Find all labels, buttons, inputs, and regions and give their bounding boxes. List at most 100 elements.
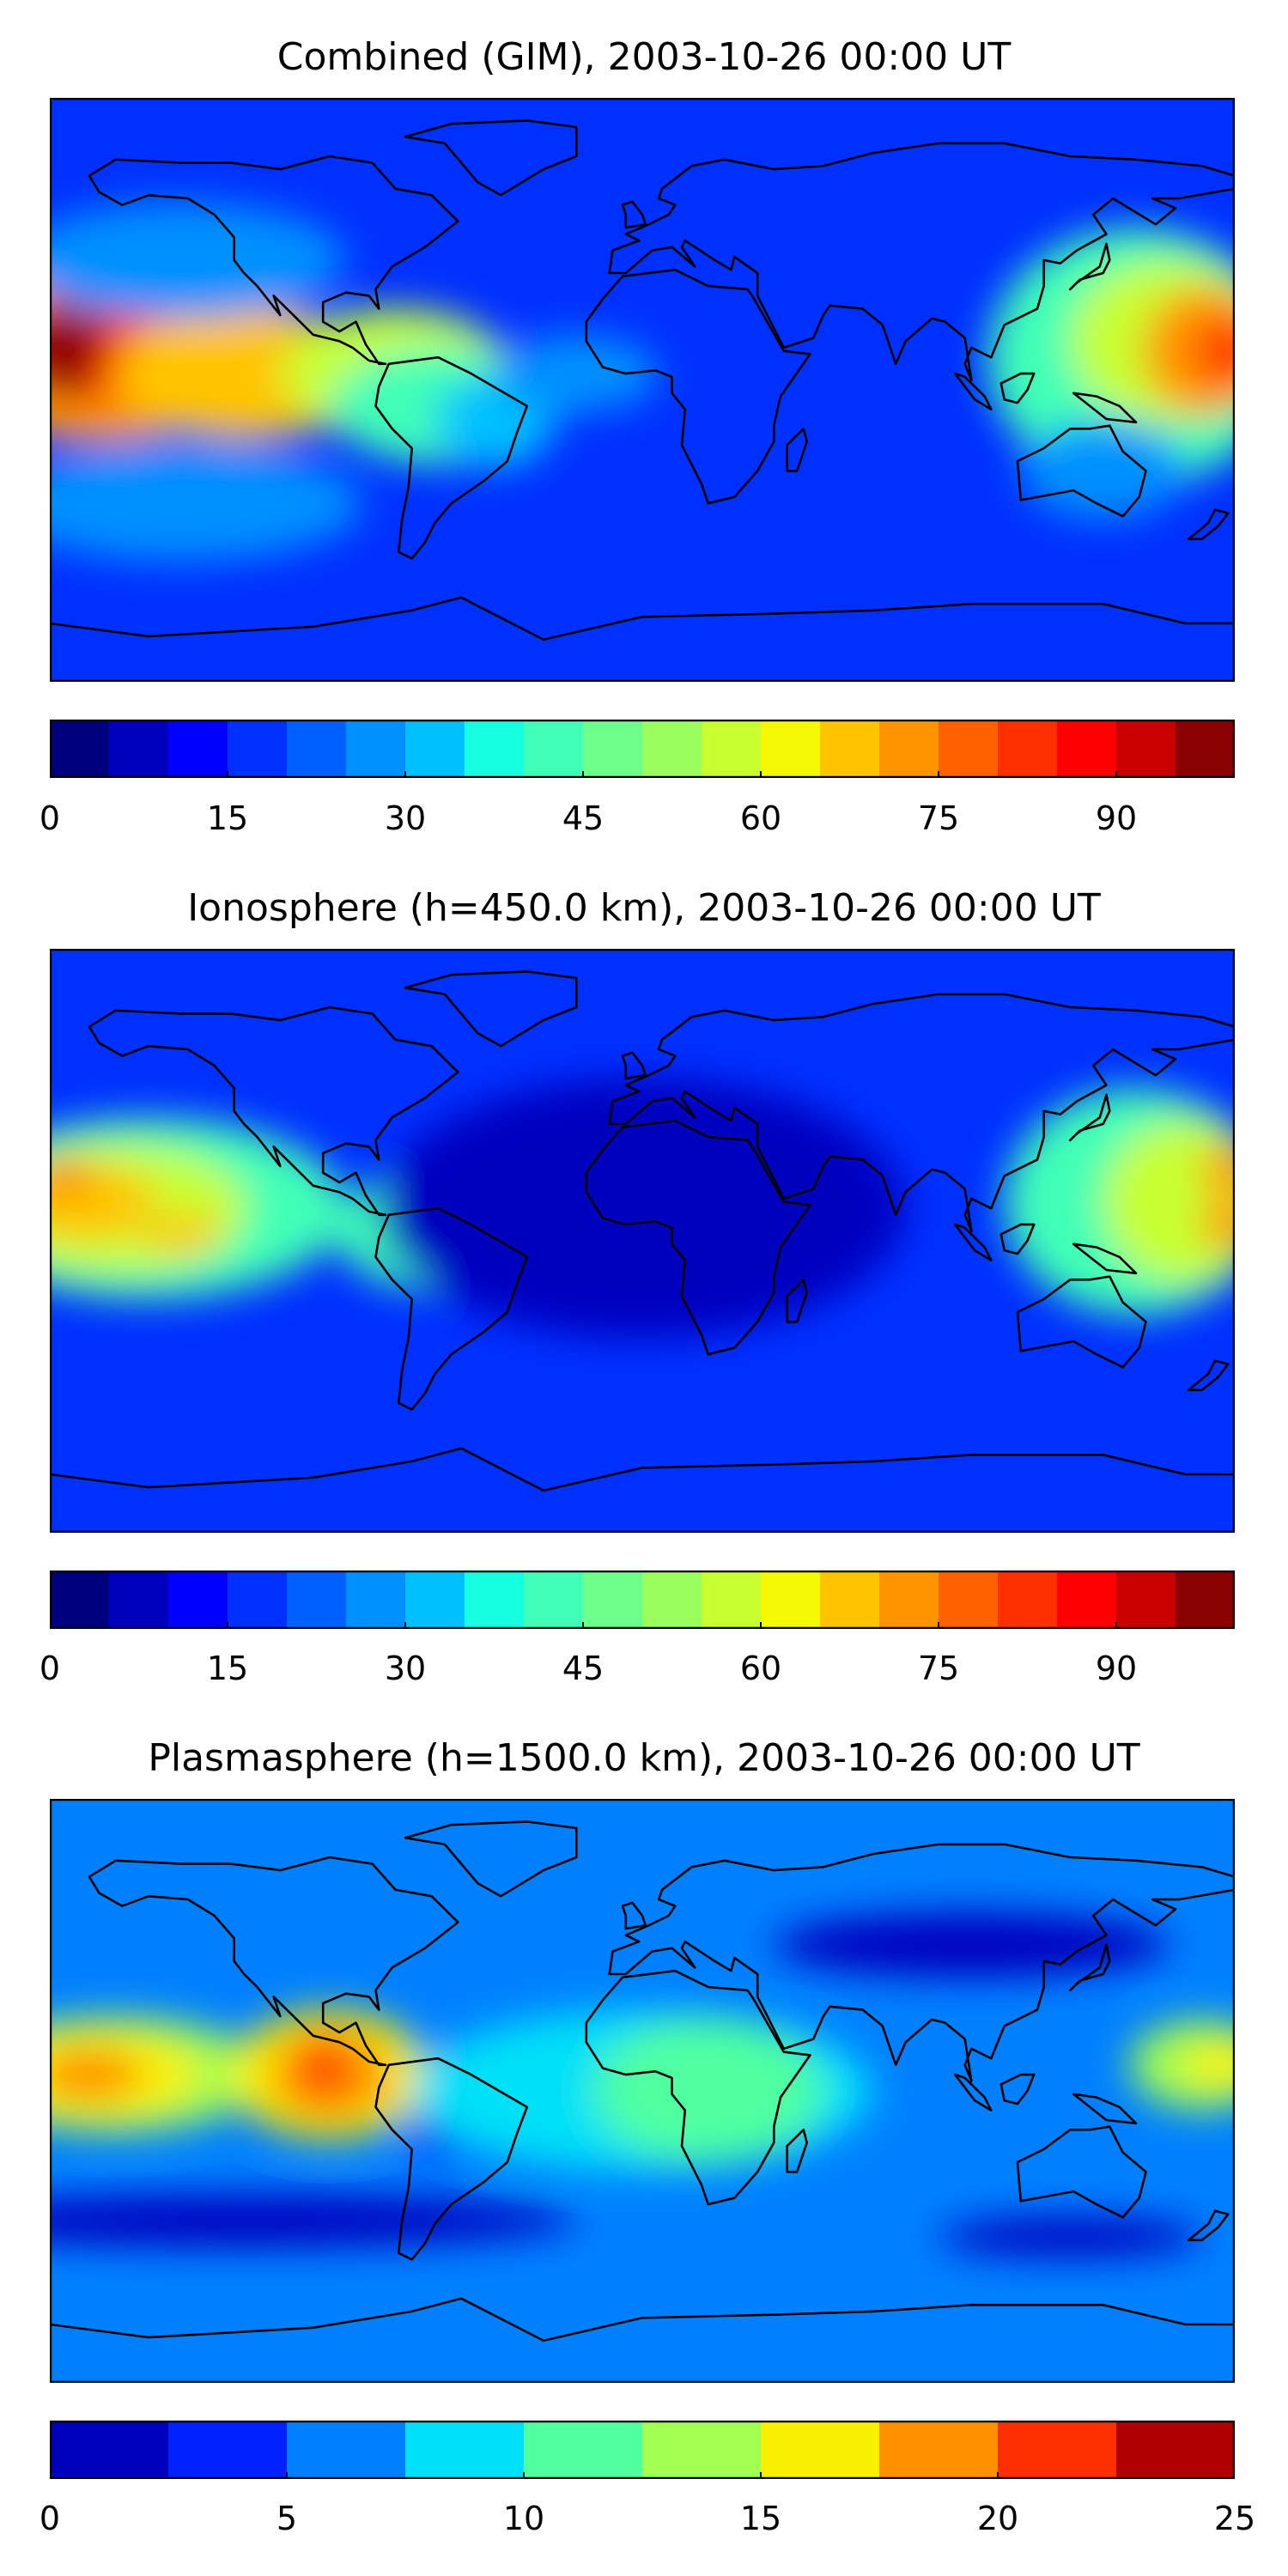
colorbar-segment xyxy=(465,1571,525,1629)
colorbar-segment xyxy=(405,1571,465,1629)
tec-region xyxy=(774,1912,1170,1978)
tec-map xyxy=(50,98,1235,682)
colorbar-segment xyxy=(228,720,288,778)
colorbar-tick-label: 75 xyxy=(917,1649,960,1687)
colorbar-tick-label: 30 xyxy=(384,1649,427,1687)
colorbar-tick-label: 15 xyxy=(206,1649,249,1687)
coastline-greenland xyxy=(404,970,578,1048)
map-title: Plasmasphere (h=1500.0 km), 2003-10-26 0… xyxy=(148,1736,1140,1780)
colorbar-segment xyxy=(939,720,999,778)
colorbar-segment xyxy=(761,1571,821,1629)
colorbar-frame xyxy=(49,1570,1236,1630)
tec-region xyxy=(50,445,363,562)
colorbar-segment xyxy=(761,2421,880,2479)
coastline-africa xyxy=(585,1119,811,1356)
coastline-new-zealand xyxy=(1188,1359,1230,1392)
coastline-eurasia xyxy=(608,142,1235,381)
colorbar-segment xyxy=(524,2421,643,2479)
colorbar-segment xyxy=(1057,720,1117,778)
tec-region xyxy=(50,201,346,319)
colorbar-segment xyxy=(702,1571,762,1629)
colorbar-tick-label: 10 xyxy=(502,2500,545,2537)
colorbar-segment xyxy=(879,2421,999,2479)
coastline-antarctica xyxy=(50,596,1235,641)
tec-region xyxy=(142,1214,222,1255)
coastline-britain xyxy=(621,1901,647,1930)
tec-region xyxy=(50,2048,143,2101)
colorbar-segment xyxy=(168,720,228,778)
coastline-borneo xyxy=(999,372,1036,404)
colorbar-segment xyxy=(1116,720,1176,778)
colorbar-segment xyxy=(820,720,880,778)
colorbar-ticks: 0 15 30 45 60 75 90 xyxy=(39,799,1235,841)
coastline-madagascar xyxy=(786,428,808,472)
colorbar-tick-label: 15 xyxy=(206,799,249,837)
colorbar-tick-label: 0 xyxy=(39,799,61,837)
colorbar-segment xyxy=(168,1571,228,1629)
colorbar-frame xyxy=(49,719,1236,779)
colorbar-segment xyxy=(998,720,1058,778)
colorbar-ticks: 0 15 30 45 60 75 90 xyxy=(39,1649,1235,1692)
coastline-greenland xyxy=(404,1820,578,1898)
coastline-eurasia xyxy=(608,1843,1235,2082)
tec-region xyxy=(50,2194,577,2247)
tec-region xyxy=(303,2032,343,2098)
colorbar-segment xyxy=(1176,1571,1236,1629)
colorbar-segment xyxy=(642,2421,762,2479)
coastline-britain xyxy=(621,1051,647,1080)
colorbar-tick-label: 75 xyxy=(917,799,960,837)
coastline-madagascar xyxy=(786,1279,808,1323)
tec-region xyxy=(1020,422,1186,520)
colorbar-segment xyxy=(998,2421,1117,2479)
colorbar-segment xyxy=(287,720,347,778)
coastline-africa xyxy=(585,268,811,505)
colorbar-segment xyxy=(583,1571,643,1629)
tec-region xyxy=(50,350,96,397)
colorbar-segment xyxy=(465,720,525,778)
coastline-new-guinea xyxy=(1072,1242,1138,1275)
coastline-japan xyxy=(1069,1943,1111,1992)
tec-region xyxy=(1201,1198,1235,1251)
coastline-australia xyxy=(1016,2125,1147,2219)
colorbar xyxy=(49,719,1236,779)
colorbar-segment xyxy=(879,1571,939,1629)
colorbar-tick-label: 30 xyxy=(384,799,427,837)
coastline-south-america xyxy=(374,355,529,560)
map-title: Ionosphere (h=450.0 km), 2003-10-26 00:0… xyxy=(187,886,1101,930)
colorbar-tick-label: 45 xyxy=(562,799,605,837)
coastline-new-guinea xyxy=(1072,392,1138,424)
colorbar-segment xyxy=(1116,1571,1176,1629)
colorbar-tick-label: 5 xyxy=(276,2500,298,2537)
colorbar-segment xyxy=(524,720,584,778)
colorbar-segment xyxy=(998,1571,1058,1629)
map-frame xyxy=(50,949,1235,1533)
tec-region xyxy=(592,2019,823,2163)
colorbar-frame xyxy=(49,2420,1236,2480)
colorbar-segment xyxy=(168,2421,288,2479)
coastline-japan xyxy=(1069,242,1111,291)
colorbar-segment xyxy=(228,1571,288,1629)
tec-region xyxy=(50,1159,89,1193)
coastline-north-america xyxy=(88,1856,459,2067)
colorbar-segment xyxy=(1176,720,1236,778)
tec-region xyxy=(494,334,659,413)
colorbar-segment xyxy=(761,720,821,778)
tec-region xyxy=(1195,318,1235,384)
colorbar-tick-label: 15 xyxy=(739,2500,782,2537)
tec-region xyxy=(1182,2042,1235,2088)
tec-map xyxy=(50,1799,1235,2383)
tec-region xyxy=(939,2217,1202,2257)
coastline-australia xyxy=(1016,1275,1147,1369)
coastline-sumatra xyxy=(953,372,993,410)
coastline-japan xyxy=(1069,1093,1111,1142)
map-frame xyxy=(50,1799,1235,2383)
tec-region xyxy=(50,308,109,361)
coastline-north-america xyxy=(88,1005,459,1217)
colorbar-tick-label: 60 xyxy=(739,1649,782,1687)
coastline-greenland xyxy=(404,119,578,197)
tec-region xyxy=(1142,286,1235,416)
colorbar-tick-label: 0 xyxy=(39,2500,61,2537)
coastline-madagascar xyxy=(786,2129,808,2173)
coastline-sumatra xyxy=(953,2073,993,2111)
colorbar xyxy=(49,2420,1236,2480)
